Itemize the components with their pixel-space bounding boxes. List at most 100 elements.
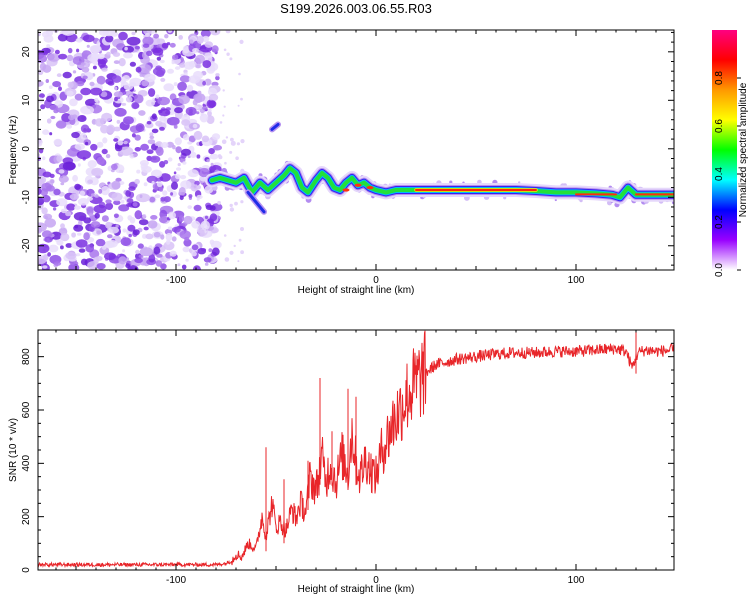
noise-blob (180, 175, 187, 180)
noise-blob (177, 81, 188, 91)
noise-blob (47, 252, 51, 257)
noise-blob (68, 263, 80, 270)
noise-haze (240, 227, 244, 231)
noise-blob (103, 240, 115, 249)
noise-blob (187, 141, 193, 145)
noise-blob (67, 47, 73, 54)
noise-blob (72, 174, 78, 182)
noise-blob (86, 206, 94, 216)
noise-blob (106, 124, 116, 134)
noise-blob (199, 113, 209, 123)
ridge-halo-dot (449, 180, 453, 184)
noise-blob (85, 141, 89, 146)
noise-blob (74, 143, 86, 151)
snr-line (38, 330, 674, 569)
noise-blob (135, 123, 145, 133)
noise-blob (169, 250, 177, 257)
noise-blob (68, 114, 75, 121)
noise-blob (100, 91, 108, 98)
noise-blob (104, 252, 116, 260)
noise-blob (122, 228, 127, 233)
noise-blob (76, 150, 92, 160)
noise-blob (38, 54, 48, 63)
noise-blob (127, 224, 136, 232)
noise-blob (146, 175, 158, 184)
noise-blob (65, 243, 73, 248)
noise-blob (65, 211, 72, 217)
noise-blob (122, 45, 134, 54)
noise-blob (202, 35, 210, 43)
noise-haze (229, 207, 235, 212)
noise-blob (196, 154, 201, 159)
noise-blob (159, 161, 166, 168)
noise-blob (120, 199, 125, 204)
noise-blob (146, 50, 153, 56)
noise-blob (122, 75, 130, 81)
noise-haze (229, 57, 233, 61)
noise-blob (58, 169, 65, 174)
noise-blob (160, 77, 166, 82)
noise-blob (180, 180, 192, 190)
noise-blob (41, 31, 50, 38)
noise-blob (77, 198, 89, 206)
colorbar-tick-label: 0.2 (714, 215, 725, 229)
noise-blob (60, 182, 65, 186)
noise-blob (69, 98, 78, 107)
noise-blob (162, 190, 168, 196)
noise-blob (159, 115, 167, 122)
noise-blob (48, 244, 59, 253)
noise-blob (139, 160, 149, 166)
noise-blob (175, 146, 182, 154)
noise-blob (113, 213, 119, 219)
ridge-hot-blob (354, 183, 362, 187)
noise-blob (113, 200, 121, 206)
noise-blob (153, 246, 161, 255)
noise-blob (90, 143, 98, 151)
noise-blob (211, 48, 217, 53)
noise-blob (215, 210, 220, 216)
noise-blob (139, 73, 144, 77)
snr-xtick-label: 100 (568, 575, 585, 586)
noise-blob (142, 214, 147, 219)
noise-blob (44, 236, 53, 243)
noise-blob (75, 239, 88, 248)
noise-blob (113, 126, 121, 132)
noise-blob (126, 198, 134, 204)
noise-blob (126, 202, 133, 207)
noise-blob (65, 251, 77, 260)
noise-blob (148, 88, 156, 97)
noise-blob (111, 75, 122, 83)
noise-blob (77, 163, 81, 167)
noise-blob (215, 73, 220, 77)
noise-haze (226, 52, 230, 56)
noise-blob (171, 60, 175, 65)
noise-blob (163, 160, 169, 165)
noise-blob (66, 147, 80, 157)
noise-blob (125, 190, 132, 197)
noise-blob (209, 153, 219, 160)
noise-blob (57, 33, 68, 42)
noise-blob (75, 38, 83, 43)
noise-blob (167, 68, 174, 74)
noise-blob (38, 80, 44, 87)
noise-blob (142, 233, 147, 239)
noise-blob (107, 234, 113, 239)
noise-blob (171, 226, 181, 233)
noise-blob (160, 234, 165, 240)
noise-blob (50, 231, 62, 240)
noise-blob (87, 160, 97, 169)
spectrogram-ytick-label: 0 (21, 146, 32, 152)
noise-haze (221, 139, 227, 145)
noise-blob (211, 133, 221, 141)
noise-blob (41, 207, 48, 215)
noise-blob (156, 181, 163, 188)
noise-blob (172, 54, 179, 60)
noise-blob (196, 197, 200, 201)
noise-blob (143, 30, 152, 35)
noise-blob (123, 83, 134, 91)
noise-blob (210, 162, 214, 167)
noise-blob (86, 196, 93, 201)
noise-blob (174, 137, 182, 146)
noise-blob (56, 198, 68, 207)
